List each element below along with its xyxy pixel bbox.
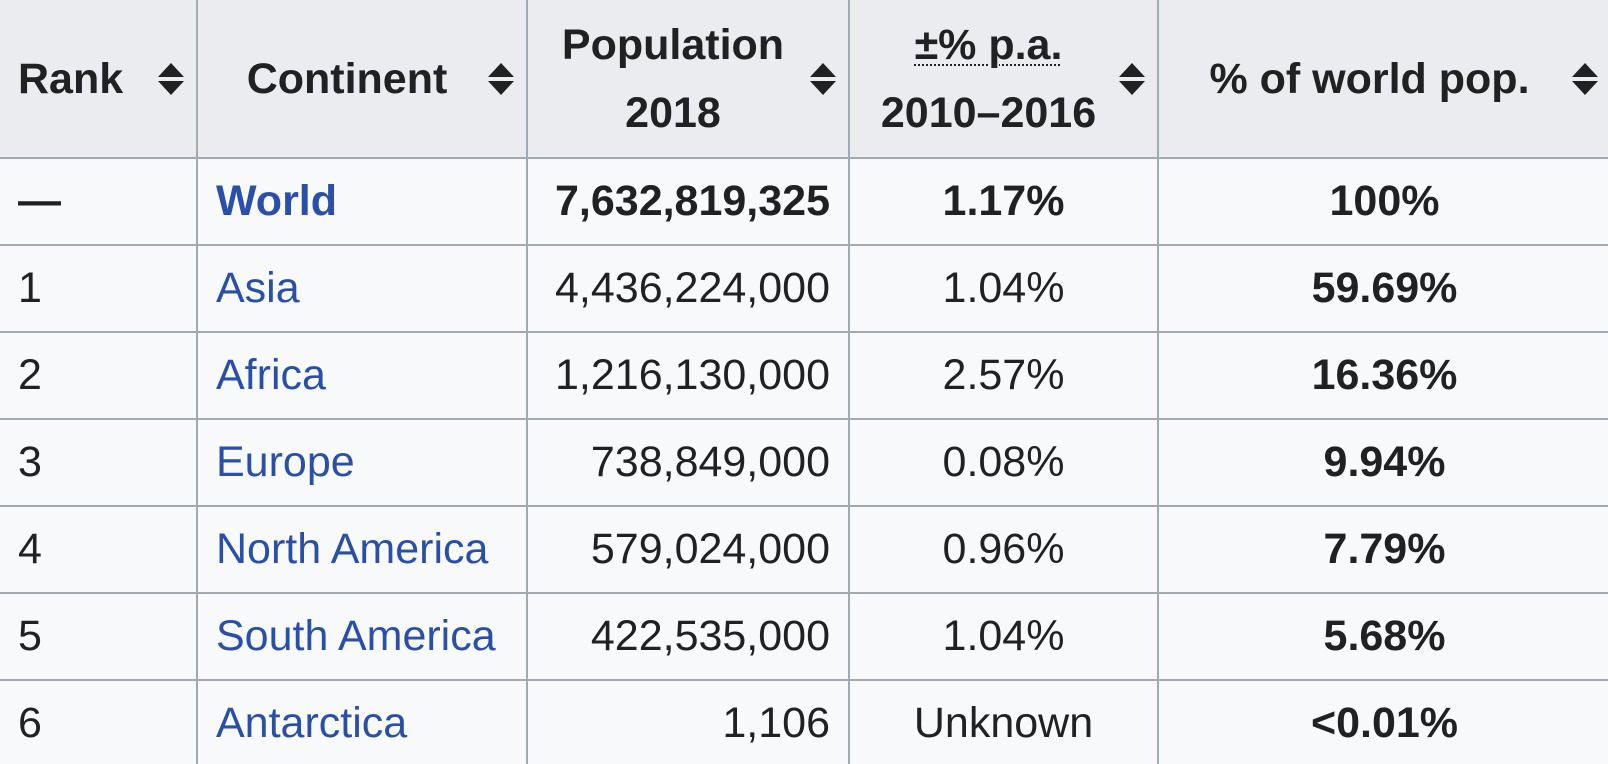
continent-cell: Antarctica bbox=[196, 679, 528, 764]
growth-cell: 0.08% bbox=[848, 418, 1159, 507]
population-cell: 1,216,130,000 bbox=[526, 331, 850, 420]
share-cell: 9.94% bbox=[1157, 418, 1608, 507]
header-row: Rank Continent Population 2018 ±% p.a. 2… bbox=[0, 0, 1608, 159]
growth-header-abbr[interactable]: ±% p.a. bbox=[914, 20, 1063, 69]
table-row: 5 South America 422,535,000 1.04% 5.68% bbox=[0, 592, 1608, 681]
share-column-header[interactable]: % of world pop. bbox=[1157, 0, 1608, 159]
growth-cell: Unknown bbox=[848, 679, 1159, 764]
growth-cell: 2.57% bbox=[848, 331, 1159, 420]
continent-link[interactable]: South America bbox=[216, 612, 496, 660]
population-header-label: Population bbox=[561, 20, 785, 69]
rank-column-header[interactable]: Rank bbox=[0, 0, 198, 159]
table-row: — World 7,632,819,325 1.17% 100% bbox=[0, 157, 1608, 246]
share-cell: 16.36% bbox=[1157, 331, 1608, 420]
population-cell: 4,436,224,000 bbox=[526, 244, 850, 333]
continent-cell: World bbox=[196, 157, 528, 246]
continent-header-label: Continent bbox=[246, 54, 448, 103]
continent-link[interactable]: Africa bbox=[216, 351, 326, 399]
share-cell: 100% bbox=[1157, 157, 1608, 246]
sort-both-icon[interactable] bbox=[1572, 62, 1598, 95]
continent-cell: North America bbox=[196, 505, 528, 594]
growth-cell: 1.04% bbox=[848, 244, 1159, 333]
sort-both-icon[interactable] bbox=[1119, 62, 1145, 95]
rank-cell: 4 bbox=[0, 505, 198, 594]
population-cell: 422,535,000 bbox=[526, 592, 850, 681]
rank-cell: 6 bbox=[0, 679, 198, 764]
growth-cell: 1.04% bbox=[848, 592, 1159, 681]
rank-cell: 2 bbox=[0, 331, 198, 420]
continent-cell: Africa bbox=[196, 331, 528, 420]
population-cell: 579,024,000 bbox=[526, 505, 850, 594]
rank-cell: 5 bbox=[0, 592, 198, 681]
sort-both-icon[interactable] bbox=[488, 62, 514, 95]
continent-cell: Europe bbox=[196, 418, 528, 507]
rank-header-label: Rank bbox=[18, 54, 124, 103]
table-row: 1 Asia 4,436,224,000 1.04% 59.69% bbox=[0, 244, 1608, 333]
continent-cell: Asia bbox=[196, 244, 528, 333]
continent-cell: South America bbox=[196, 592, 528, 681]
continent-column-header[interactable]: Continent bbox=[196, 0, 528, 159]
sort-both-icon[interactable] bbox=[158, 62, 184, 95]
population-cell: 738,849,000 bbox=[526, 418, 850, 507]
rank-cell: — bbox=[0, 157, 198, 246]
sort-both-icon[interactable] bbox=[810, 62, 836, 95]
table-row: 3 Europe 738,849,000 0.08% 9.94% bbox=[0, 418, 1608, 507]
growth-header-years: 2010–2016 bbox=[880, 88, 1097, 137]
growth-cell: 1.17% bbox=[848, 157, 1159, 246]
share-cell: 7.79% bbox=[1157, 505, 1608, 594]
continent-link[interactable]: Antarctica bbox=[216, 699, 408, 747]
continent-link[interactable]: Asia bbox=[216, 264, 300, 312]
table-row: 2 Africa 1,216,130,000 2.57% 16.36% bbox=[0, 331, 1608, 420]
share-cell: <0.01% bbox=[1157, 679, 1608, 764]
share-header-label: % of world pop. bbox=[1209, 54, 1530, 103]
continent-link[interactable]: Europe bbox=[216, 438, 355, 486]
population-header-year: 2018 bbox=[625, 88, 721, 137]
growth-cell: 0.96% bbox=[848, 505, 1159, 594]
population-column-header[interactable]: Population 2018 bbox=[526, 0, 850, 159]
growth-column-header[interactable]: ±% p.a. 2010–2016 bbox=[848, 0, 1159, 159]
rank-cell: 1 bbox=[0, 244, 198, 333]
share-cell: 5.68% bbox=[1157, 592, 1608, 681]
rank-cell: 3 bbox=[0, 418, 198, 507]
table-row: 6 Antarctica 1,106 Unknown <0.01% bbox=[0, 679, 1608, 764]
continent-link[interactable]: North America bbox=[216, 525, 489, 573]
table-row: 4 North America 579,024,000 0.96% 7.79% bbox=[0, 505, 1608, 594]
continent-link[interactable]: World bbox=[216, 177, 338, 225]
population-cell: 7,632,819,325 bbox=[526, 157, 850, 246]
population-cell: 1,106 bbox=[526, 679, 850, 764]
share-cell: 59.69% bbox=[1157, 244, 1608, 333]
